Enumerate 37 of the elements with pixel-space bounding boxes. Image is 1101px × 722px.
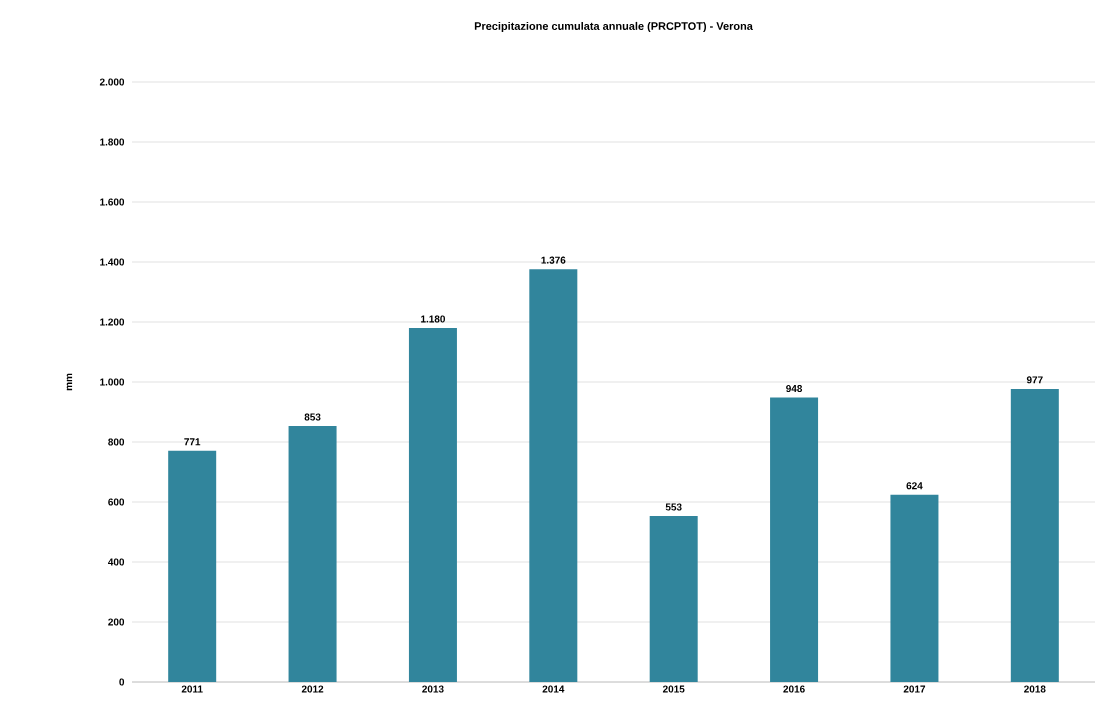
y-tick-label: 800	[108, 438, 125, 446]
y-tick-label: 1.000	[100, 378, 125, 386]
bar	[649, 516, 698, 682]
data-label: 977	[1026, 376, 1043, 384]
data-label: 771	[184, 438, 201, 446]
y-tick-label: 400	[108, 558, 125, 566]
y-axis-title: mm	[66, 373, 73, 391]
bar	[408, 328, 457, 682]
y-tick-label: 600	[108, 498, 125, 506]
y-tick-label: 1.800	[100, 138, 125, 146]
x-tick-label: 2014	[542, 685, 565, 693]
y-tick-label: 2.000	[99, 78, 125, 86]
data-label: 1.180	[421, 315, 445, 323]
bar	[770, 397, 819, 682]
data-label: 624	[906, 482, 923, 490]
data-label: 948	[786, 385, 803, 393]
bar	[529, 269, 578, 682]
x-tick-label: 2013	[422, 685, 444, 693]
data-label: 853	[304, 413, 321, 421]
data-label: 1.376	[541, 256, 566, 264]
x-tick-label: 2011	[181, 685, 203, 693]
y-tick-label: 1.600	[100, 198, 125, 206]
chart-title: Precipitazione cumulata annuale (PRCPTOT) - Verona	[474, 21, 753, 33]
x-tick-label: 2015	[662, 685, 685, 693]
y-tick-label: 0	[119, 678, 125, 686]
bar	[1010, 388, 1059, 682]
bar	[890, 494, 939, 682]
data-label: 553	[665, 503, 682, 511]
x-tick-label: 2016	[783, 685, 805, 693]
x-tick-label: 2018	[1024, 685, 1046, 693]
y-tick-label: 1.200	[100, 318, 125, 326]
x-tick-label: 2017	[903, 685, 926, 693]
bar	[168, 450, 217, 682]
y-tick-label: 200	[108, 618, 125, 626]
x-tick-label: 2012	[301, 685, 324, 693]
bar	[288, 426, 337, 682]
y-tick-label: 1.400	[100, 258, 125, 266]
